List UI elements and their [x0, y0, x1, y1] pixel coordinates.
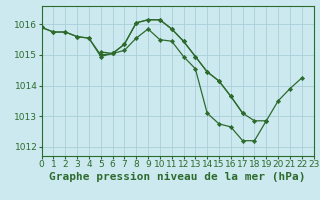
X-axis label: Graphe pression niveau de la mer (hPa): Graphe pression niveau de la mer (hPa)	[49, 172, 306, 182]
